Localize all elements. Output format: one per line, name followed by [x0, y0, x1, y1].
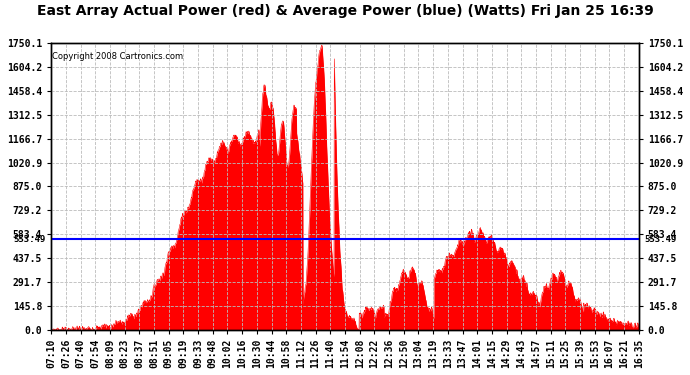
Text: East Array Actual Power (red) & Average Power (blue) (Watts) Fri Jan 25 16:39: East Array Actual Power (red) & Average … [37, 4, 653, 18]
Text: 553.49: 553.49 [644, 234, 677, 243]
Text: 553.49: 553.49 [13, 234, 46, 243]
Text: Copyright 2008 Cartronics.com: Copyright 2008 Cartronics.com [52, 52, 184, 61]
